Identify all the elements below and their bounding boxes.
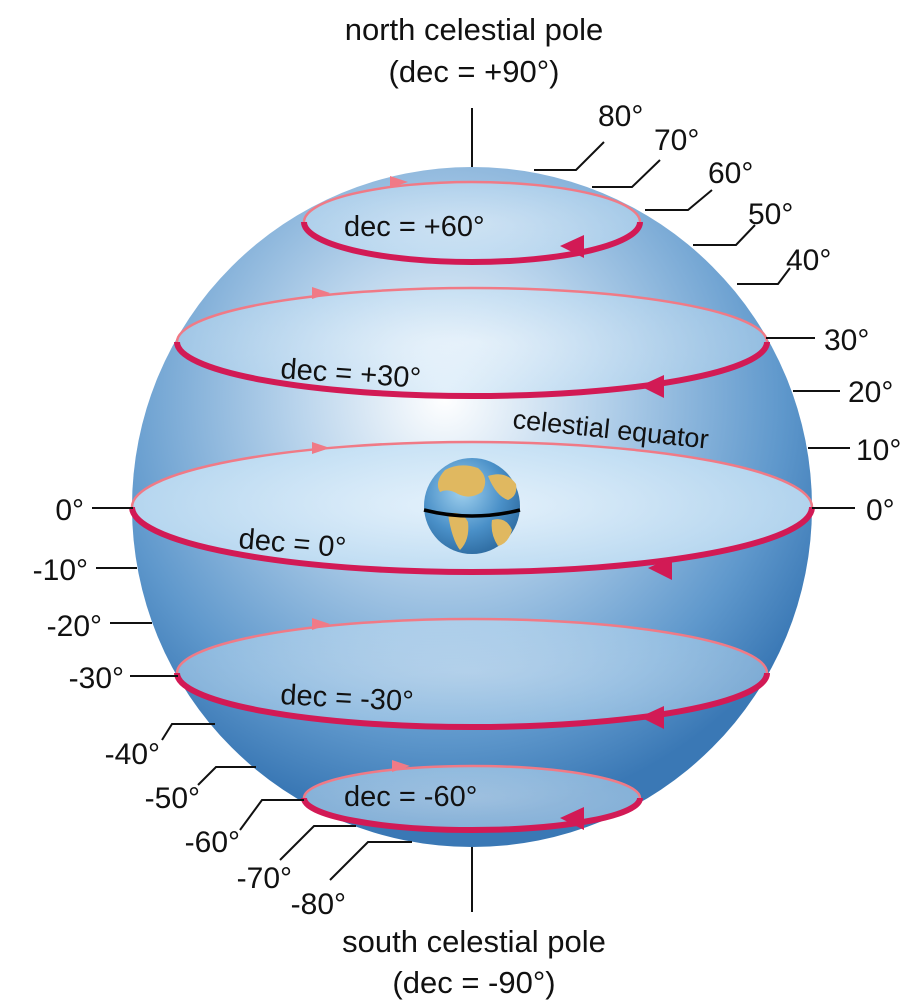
arrow-forward-icon xyxy=(312,618,330,630)
lat-label-0-right: 0° xyxy=(866,494,895,527)
declination-ring-plus-30 xyxy=(174,286,770,399)
leader-line-minus-60 xyxy=(239,799,304,831)
lat-label-20: 20° xyxy=(848,376,893,409)
leader-line-40 xyxy=(737,267,791,285)
lat-label-minus-10: -10° xyxy=(33,554,88,587)
lat-label-50: 50° xyxy=(748,198,793,231)
lat-label-minus-40: -40° xyxy=(105,738,160,771)
lat-label-30: 30° xyxy=(824,324,869,357)
leader-line-50 xyxy=(693,224,756,246)
lat-label-70: 70° xyxy=(654,124,699,157)
arrow-forward-icon xyxy=(312,442,330,454)
lat-label-minus-20: -20° xyxy=(47,610,102,643)
leader-line-80 xyxy=(534,141,605,171)
arrow-back-icon xyxy=(640,706,664,729)
leader-line-minus-80 xyxy=(329,841,412,881)
lat-label-minus-70: -70° xyxy=(237,862,292,895)
dec-label-minus-60: dec = -60° xyxy=(344,781,477,813)
declination-ring-minus-60 xyxy=(301,760,643,833)
arrow-back-icon xyxy=(648,557,672,580)
north-pole-label-line2: (dec = +90°) xyxy=(389,54,560,89)
lat-label-minus-50: -50° xyxy=(145,782,200,815)
arrow-forward-icon xyxy=(312,287,330,299)
lat-label-minus-60: -60° xyxy=(185,826,240,859)
earth-globe-icon xyxy=(423,458,521,554)
leader-line-minus-50 xyxy=(197,766,256,786)
lat-label-10: 10° xyxy=(856,434,901,467)
leader-line-60 xyxy=(645,189,713,211)
arrow-forward-icon xyxy=(392,760,410,772)
arrow-back-icon xyxy=(560,235,584,258)
leader-line-minus-70 xyxy=(279,825,356,861)
declination-ring-minus-30 xyxy=(174,617,770,730)
arrow-back-icon xyxy=(560,807,584,830)
leader-line-minus-40 xyxy=(161,723,215,741)
lat-label-60: 60° xyxy=(708,157,753,190)
north-pole-label-line1: north celestial pole xyxy=(345,12,604,47)
lat-label-40: 40° xyxy=(786,244,831,277)
lat-label-80: 80° xyxy=(598,100,643,133)
lat-label-minus-30: -30° xyxy=(69,662,124,695)
lat-label-0-left: 0° xyxy=(55,494,84,527)
south-pole-label-line2: (dec = -90°) xyxy=(392,965,555,1000)
lat-label-minus-80: -80° xyxy=(291,888,346,921)
south-pole-label-line1: south celestial pole xyxy=(342,924,606,959)
leader-line-70 xyxy=(592,159,661,188)
dec-label-plus-60: dec = +60° xyxy=(344,211,485,243)
dec-label-minus-30: dec = -30° xyxy=(280,679,415,718)
declination-ring-plus-60 xyxy=(301,176,643,265)
arrow-back-icon xyxy=(640,375,664,398)
arrow-forward-icon xyxy=(390,176,408,188)
